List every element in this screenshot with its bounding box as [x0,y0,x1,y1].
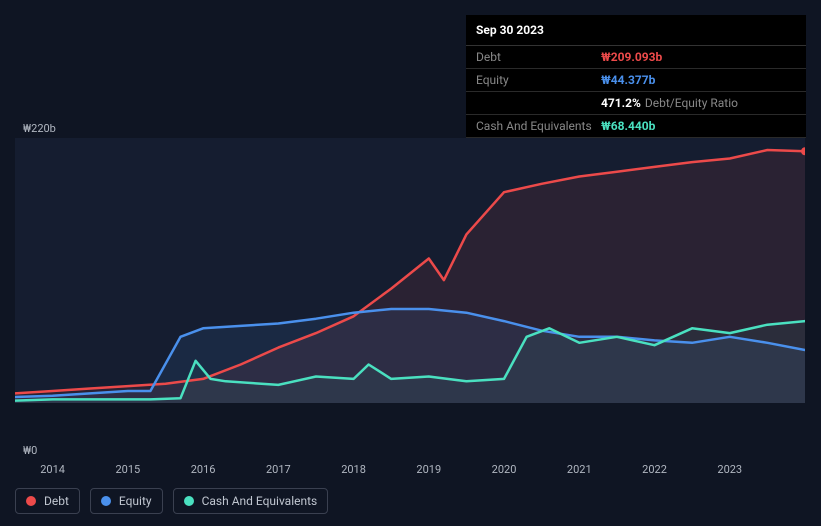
x-tick: 2016 [191,463,216,476]
x-tick: 2017 [266,463,291,476]
tooltip-label [476,96,601,110]
x-tick: 2023 [717,463,742,476]
legend-dot [26,496,36,506]
tooltip-row: 471.2%Debt/Equity Ratio [466,92,806,115]
legend-item[interactable]: Cash And Equivalents [173,488,329,514]
x-axis: 2014 2015 2016 2017 2018 2019 2020 2021 2022 2023 [15,463,806,481]
tooltip-value: ₩209.093b [601,50,662,64]
tooltip-note: Debt/Equity Ratio [645,96,738,110]
x-tick: 2022 [642,463,667,476]
x-tick: 2018 [341,463,366,476]
tooltip-value: ₩44.377b [601,73,655,87]
legend-item[interactable]: Debt [15,488,80,514]
line-chart [15,120,805,425]
legend-dot [101,496,111,506]
x-tick: 2021 [567,463,592,476]
legend-label: Cash And Equivalents [202,494,318,508]
legend-item[interactable]: Equity [90,488,163,514]
y-min-label: ₩0 [23,444,37,457]
x-tick: 2015 [115,463,140,476]
tooltip-date: Sep 30 2023 [466,15,806,46]
tooltip-label: Debt [476,50,601,64]
x-tick: 2019 [416,463,441,476]
legend: Debt Equity Cash And Equivalents [15,488,328,514]
tooltip-value: 471.2%Debt/Equity Ratio [601,96,738,110]
legend-dot [184,496,194,506]
chart-area: ₩220b ₩0 2014 2015 2016 2017 2018 2019 2020 202… [15,120,806,481]
tooltip-label: Equity [476,73,601,87]
x-tick: 2014 [40,463,65,476]
x-tick: 2020 [492,463,517,476]
tooltip-row: Debt₩209.093b [466,46,806,69]
legend-label: Debt [44,494,69,508]
tooltip-row: Equity₩44.377b [466,69,806,92]
legend-label: Equity [119,494,152,508]
y-max-label: ₩220b [23,122,56,135]
